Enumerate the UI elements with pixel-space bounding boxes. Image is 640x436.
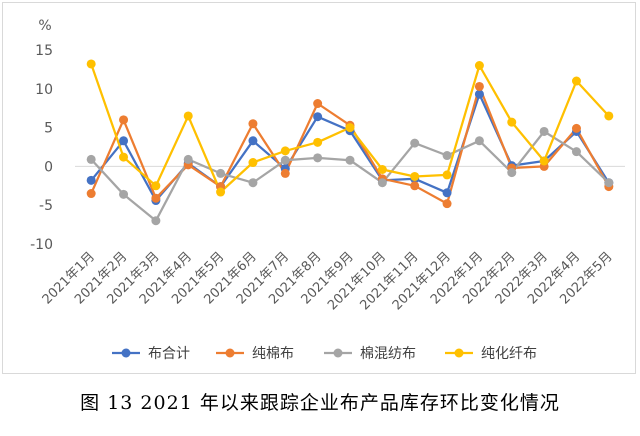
data-point: [151, 216, 161, 226]
data-point: [604, 111, 614, 121]
series-lines: [90, 63, 610, 222]
y-tick-label: 15: [35, 43, 53, 59]
data-point: [377, 178, 387, 188]
data-point: [86, 175, 96, 185]
legend-label: 纯化纤布: [481, 346, 537, 362]
y-tick-label: 10: [35, 82, 53, 98]
data-point: [410, 138, 420, 148]
data-point: [313, 153, 323, 163]
data-point: [442, 199, 452, 209]
chart-frame: % -10 -5 0 5 10 15 2021年1月 2021年2月 2021年3月 2021年…: [2, 2, 636, 374]
data-point: [474, 136, 484, 146]
data-point: [507, 168, 517, 178]
data-point: [183, 111, 193, 121]
series-points: [86, 59, 614, 226]
data-point: [313, 137, 323, 147]
data-point: [183, 154, 193, 164]
data-point: [216, 168, 226, 178]
legend-item: 布合计: [112, 346, 190, 362]
y-tick-label: 0: [44, 159, 53, 175]
data-point: [442, 188, 452, 198]
y-axis-unit-label: %: [38, 18, 51, 34]
legend-marker: [225, 348, 235, 358]
legend-marker: [121, 348, 131, 358]
data-point: [313, 112, 323, 122]
data-point: [280, 146, 290, 156]
data-point: [86, 154, 96, 164]
data-point: [119, 115, 129, 125]
data-point: [410, 181, 420, 191]
data-point: [248, 178, 258, 188]
data-point: [507, 117, 517, 127]
data-point: [474, 81, 484, 91]
data-point: [474, 61, 484, 71]
legend-item: 纯棉布: [216, 345, 294, 362]
data-point: [119, 136, 129, 146]
data-point: [119, 189, 129, 199]
data-point: [571, 147, 581, 157]
figure-caption: 图 13 2021 年以来跟踪企业布产品库存环比变化情况: [80, 392, 560, 414]
data-point: [345, 155, 355, 165]
y-tick-label: -10: [30, 237, 53, 253]
legend-label: 布合计: [148, 346, 190, 362]
y-tick-label: -5: [39, 198, 53, 214]
line-chart: % -10 -5 0 5 10 15 2021年1月2021年2月2021年3月2021年…: [30, 18, 625, 362]
y-tick-label: 5: [44, 121, 53, 137]
data-point: [151, 193, 161, 203]
legend: 布合计 纯棉布 棉混纺布 纯化纤布: [112, 345, 537, 362]
data-point: [280, 168, 290, 178]
data-point: [442, 170, 452, 180]
data-point: [442, 151, 452, 161]
data-point: [410, 171, 420, 181]
data-point: [377, 165, 387, 175]
data-point: [539, 156, 549, 166]
data-point: [571, 123, 581, 133]
data-point: [248, 158, 258, 168]
legend-label: 纯棉布: [252, 345, 294, 362]
legend-item: 棉混纺布: [324, 345, 416, 362]
data-point: [539, 126, 549, 136]
data-point: [571, 76, 581, 86]
data-point: [248, 119, 258, 129]
data-point: [151, 181, 161, 191]
data-point: [248, 136, 258, 146]
legend-item: 纯化纤布: [445, 346, 537, 362]
legend-label: 棉混纺布: [360, 345, 416, 362]
data-point: [119, 152, 129, 162]
data-point: [345, 123, 355, 133]
y-axis-ticks: -10 -5 0 5 10 15: [30, 43, 53, 253]
x-axis-ticks: 2021年1月2021年2月2021年3月2021年4月2021年5月2021年…: [40, 249, 616, 313]
data-point: [216, 187, 226, 197]
data-point: [604, 178, 614, 188]
data-point: [474, 89, 484, 99]
data-point: [313, 99, 323, 109]
data-point: [86, 59, 96, 69]
data-point: [280, 155, 290, 165]
legend-marker: [333, 348, 343, 358]
legend-marker: [454, 348, 464, 358]
data-point: [86, 189, 96, 199]
